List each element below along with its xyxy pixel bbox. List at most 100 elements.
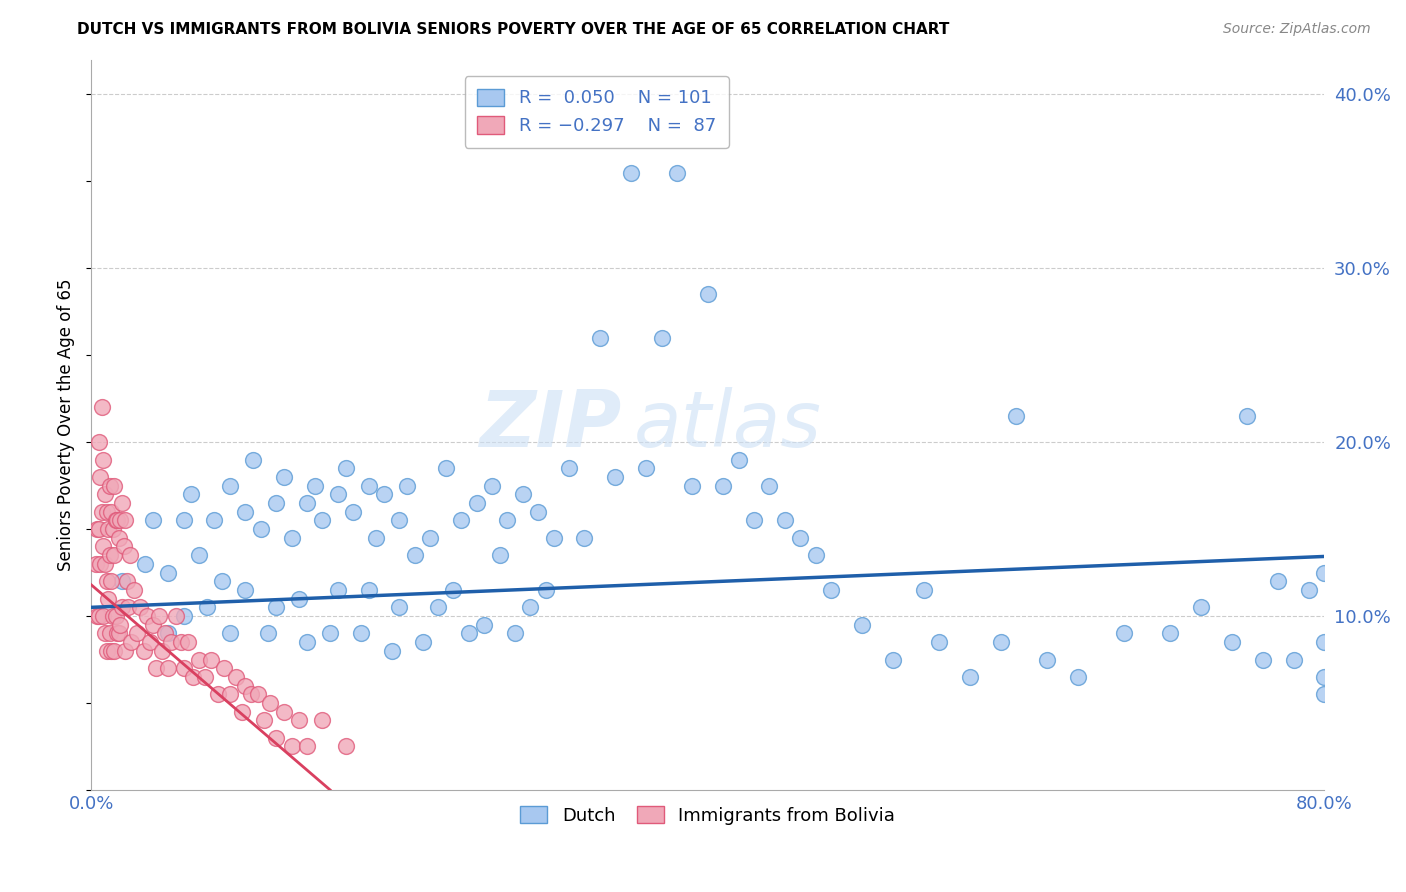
Point bbox=[373, 487, 395, 501]
Point bbox=[108, 626, 131, 640]
Point bbox=[636, 461, 658, 475]
Point bbox=[145, 661, 167, 675]
Point bbox=[574, 531, 596, 545]
Point bbox=[129, 600, 152, 615]
Point bbox=[959, 670, 981, 684]
Point bbox=[211, 574, 233, 589]
Point bbox=[114, 513, 136, 527]
Point bbox=[295, 635, 318, 649]
Point bbox=[488, 548, 510, 562]
Point bbox=[120, 635, 142, 649]
Point bbox=[157, 661, 180, 675]
Point bbox=[153, 626, 176, 640]
Point bbox=[804, 548, 827, 562]
Point bbox=[86, 522, 108, 536]
Point bbox=[135, 609, 157, 624]
Point bbox=[1005, 409, 1028, 423]
Point bbox=[138, 635, 160, 649]
Legend: Dutch, Immigrants from Bolivia: Dutch, Immigrants from Bolivia bbox=[509, 795, 905, 836]
Point bbox=[103, 644, 125, 658]
Point bbox=[503, 626, 526, 640]
Point bbox=[97, 591, 120, 606]
Point bbox=[311, 513, 333, 527]
Point bbox=[124, 582, 146, 597]
Point bbox=[789, 531, 811, 545]
Point bbox=[558, 461, 581, 475]
Point bbox=[727, 452, 749, 467]
Point bbox=[194, 670, 217, 684]
Point bbox=[96, 644, 118, 658]
Point bbox=[246, 687, 269, 701]
Point bbox=[225, 670, 247, 684]
Point bbox=[350, 626, 373, 640]
Point bbox=[177, 635, 200, 649]
Point bbox=[98, 478, 121, 492]
Point bbox=[84, 557, 107, 571]
Point bbox=[259, 696, 281, 710]
Point bbox=[110, 617, 132, 632]
Y-axis label: Seniors Poverty Over the Age of 65: Seniors Poverty Over the Age of 65 bbox=[58, 278, 75, 571]
Point bbox=[264, 600, 287, 615]
Point bbox=[1159, 626, 1181, 640]
Point bbox=[1313, 566, 1336, 580]
Point bbox=[1220, 635, 1243, 649]
Point bbox=[100, 574, 122, 589]
Point bbox=[233, 679, 256, 693]
Point bbox=[264, 731, 287, 745]
Point bbox=[605, 470, 627, 484]
Point bbox=[357, 478, 380, 492]
Text: DUTCH VS IMMIGRANTS FROM BOLIVIA SENIORS POVERTY OVER THE AGE OF 65 CORRELATION : DUTCH VS IMMIGRANTS FROM BOLIVIA SENIORS… bbox=[77, 22, 949, 37]
Point bbox=[1112, 626, 1135, 640]
Point bbox=[93, 452, 115, 467]
Point bbox=[381, 644, 404, 658]
Point bbox=[851, 617, 873, 632]
Point bbox=[820, 582, 842, 597]
Point bbox=[195, 600, 218, 615]
Point bbox=[242, 452, 264, 467]
Point bbox=[204, 513, 226, 527]
Point bbox=[319, 626, 342, 640]
Point bbox=[134, 557, 156, 571]
Point bbox=[219, 626, 242, 640]
Point bbox=[100, 644, 122, 658]
Text: ZIP: ZIP bbox=[479, 387, 621, 463]
Point bbox=[157, 566, 180, 580]
Point bbox=[335, 461, 357, 475]
Point bbox=[98, 626, 121, 640]
Point bbox=[496, 513, 519, 527]
Point bbox=[249, 522, 271, 536]
Point bbox=[273, 705, 295, 719]
Point bbox=[96, 574, 118, 589]
Point bbox=[233, 505, 256, 519]
Point bbox=[181, 670, 204, 684]
Point bbox=[173, 609, 195, 624]
Point bbox=[200, 652, 222, 666]
Point bbox=[288, 714, 311, 728]
Point bbox=[681, 478, 703, 492]
Point bbox=[219, 478, 242, 492]
Point bbox=[665, 166, 688, 180]
Point bbox=[104, 609, 127, 624]
Point bbox=[742, 513, 765, 527]
Point bbox=[450, 513, 472, 527]
Point bbox=[1189, 600, 1212, 615]
Point bbox=[326, 487, 349, 501]
Point bbox=[111, 600, 134, 615]
Point bbox=[280, 739, 302, 754]
Point bbox=[534, 582, 557, 597]
Point bbox=[212, 661, 235, 675]
Point bbox=[94, 557, 117, 571]
Point bbox=[366, 531, 388, 545]
Point bbox=[342, 505, 364, 519]
Point bbox=[150, 644, 173, 658]
Point bbox=[396, 478, 419, 492]
Point bbox=[1282, 652, 1305, 666]
Point bbox=[1251, 652, 1274, 666]
Point bbox=[589, 331, 612, 345]
Point bbox=[110, 513, 132, 527]
Point bbox=[288, 591, 311, 606]
Point bbox=[105, 626, 128, 640]
Point bbox=[273, 470, 295, 484]
Point bbox=[87, 435, 110, 450]
Point bbox=[427, 600, 450, 615]
